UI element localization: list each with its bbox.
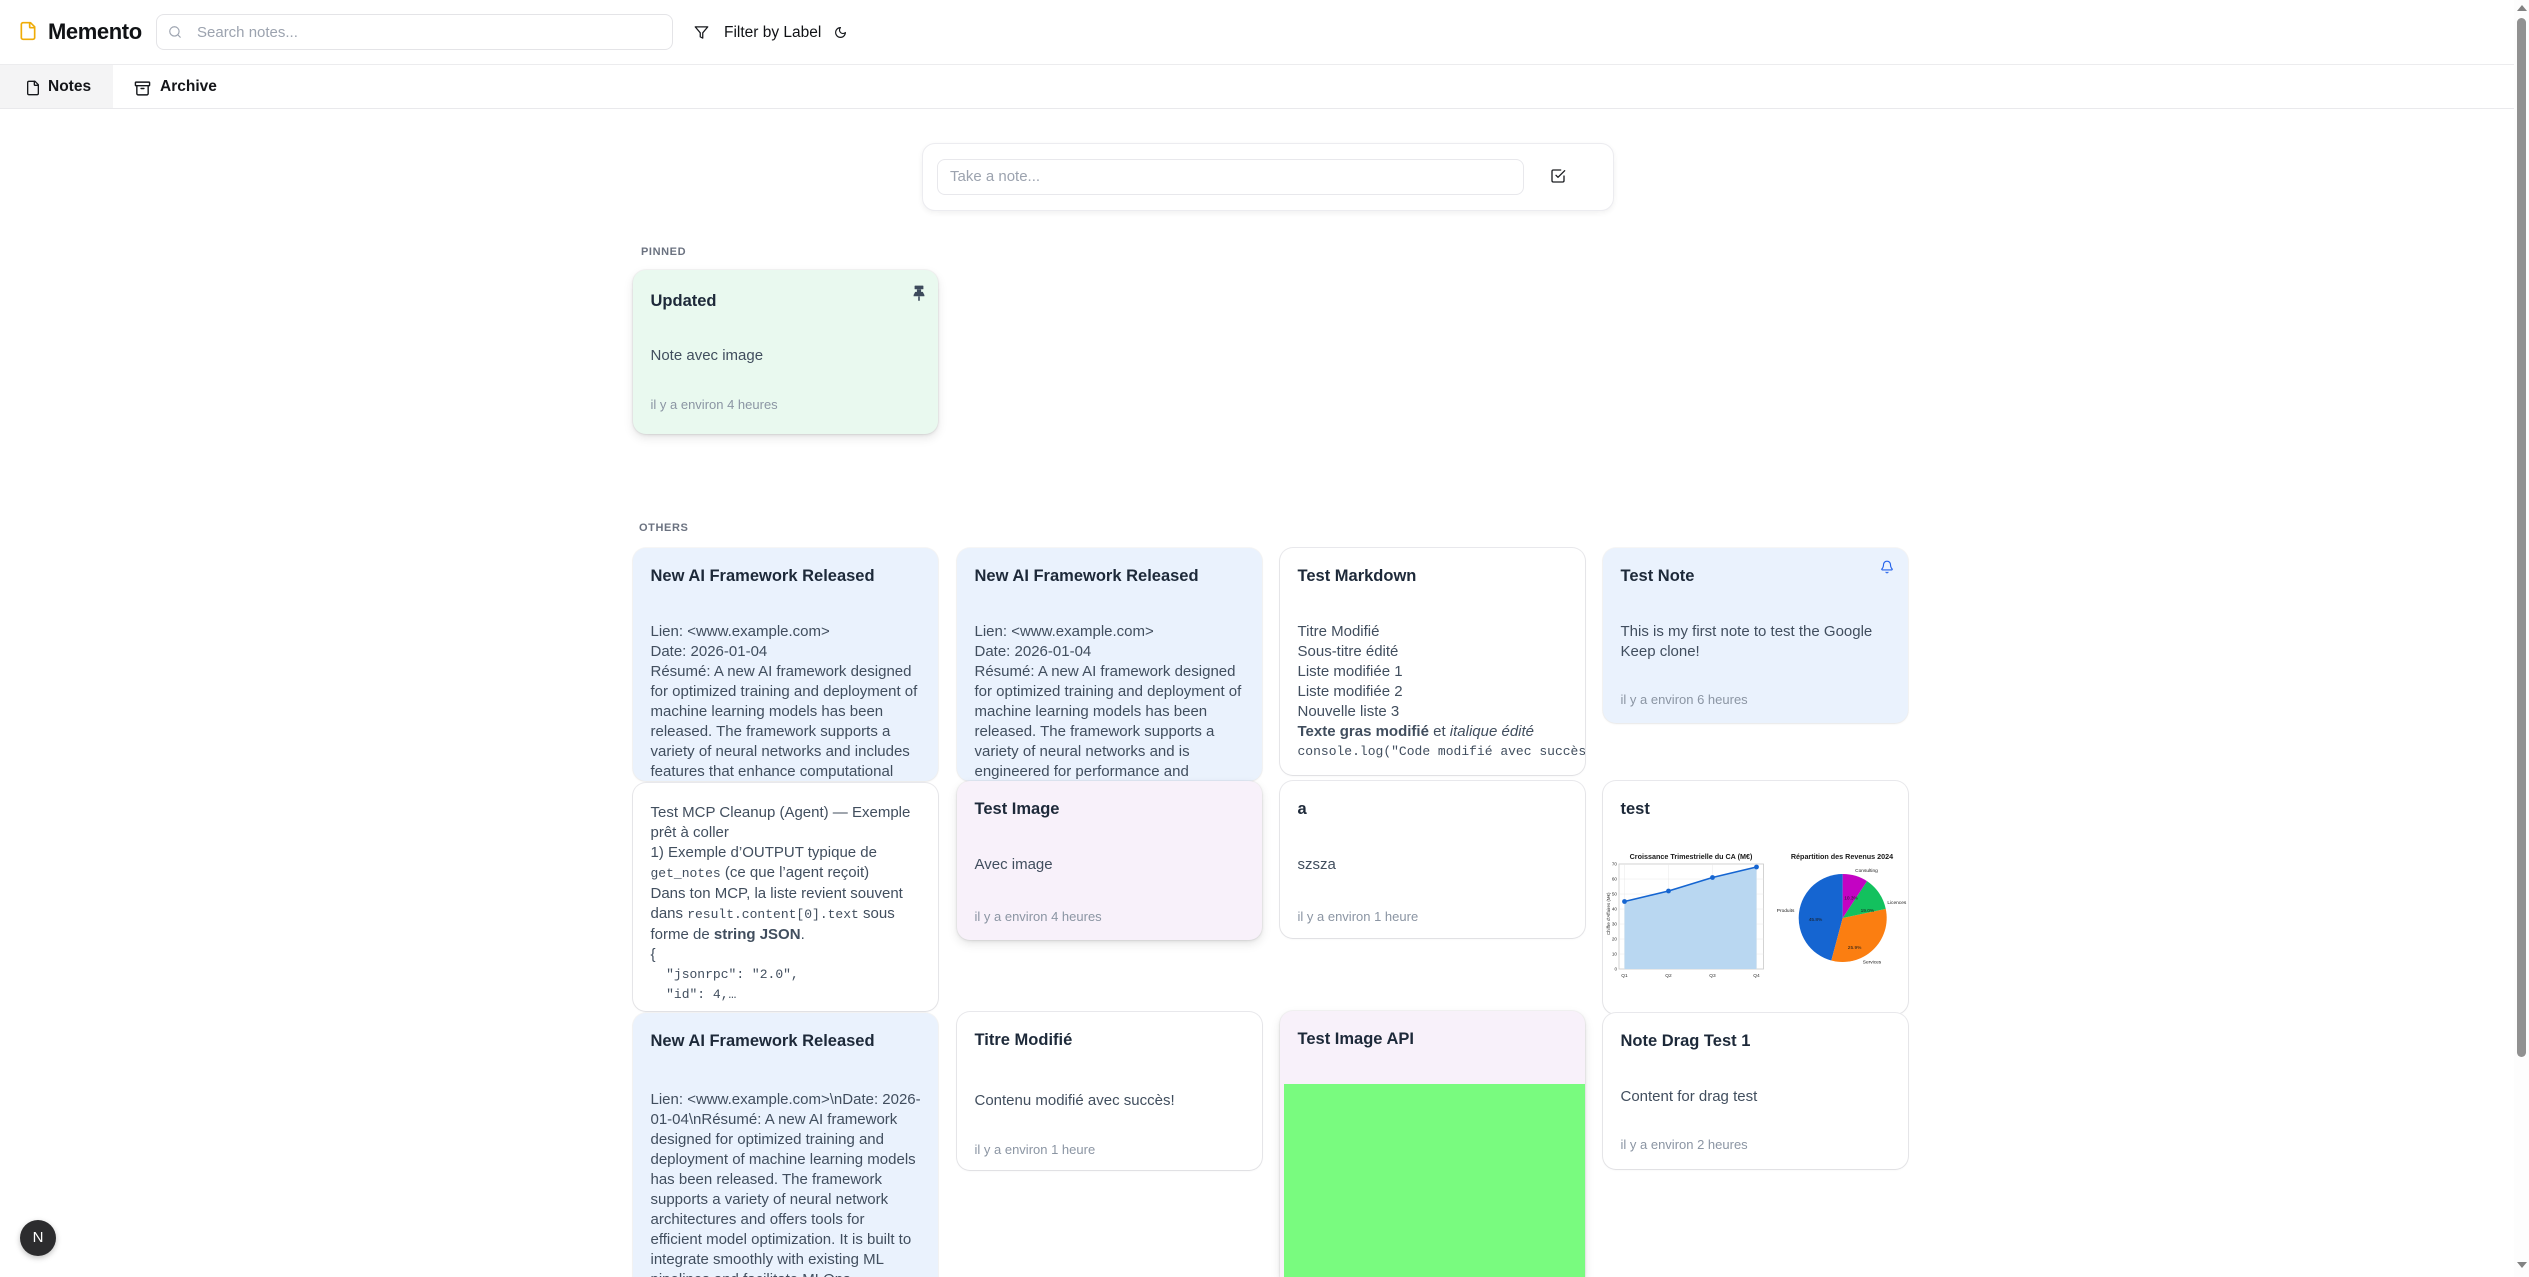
svg-text:10.3%: 10.3% xyxy=(1844,896,1858,902)
svg-text:30: 30 xyxy=(1612,922,1618,927)
svg-text:60: 60 xyxy=(1612,877,1618,882)
svg-text:Q4: Q4 xyxy=(1753,973,1760,979)
svg-text:Q2: Q2 xyxy=(1665,973,1672,979)
svg-text:50: 50 xyxy=(1612,892,1618,897)
svg-text:45.8%: 45.8% xyxy=(1809,917,1823,923)
svg-text:Croissance Trimestrielle du CA: Croissance Trimestrielle du CA (M€) xyxy=(1630,852,1753,861)
svg-text:Produits: Produits xyxy=(1777,908,1795,914)
svg-text:40: 40 xyxy=(1612,907,1618,912)
svg-text:Licences: Licences xyxy=(1887,900,1907,906)
svg-text:19.0%: 19.0% xyxy=(1861,908,1875,914)
svg-text:Répartition des Revenus 2024: Répartition des Revenus 2024 xyxy=(1791,852,1893,861)
svg-text:70: 70 xyxy=(1612,862,1618,867)
svg-text:20: 20 xyxy=(1612,937,1618,942)
svg-text:Services: Services xyxy=(1863,960,1882,966)
svg-text:25.9%: 25.9% xyxy=(1848,945,1862,951)
svg-text:Consulting: Consulting xyxy=(1855,868,1878,874)
svg-text:Q1: Q1 xyxy=(1621,973,1628,979)
svg-text:0: 0 xyxy=(1614,967,1617,972)
svg-text:Chiffre d'Affaires (M€): Chiffre d'Affaires (M€) xyxy=(1606,892,1611,935)
svg-text:10: 10 xyxy=(1612,952,1618,957)
svg-text:Q3: Q3 xyxy=(1709,973,1716,979)
